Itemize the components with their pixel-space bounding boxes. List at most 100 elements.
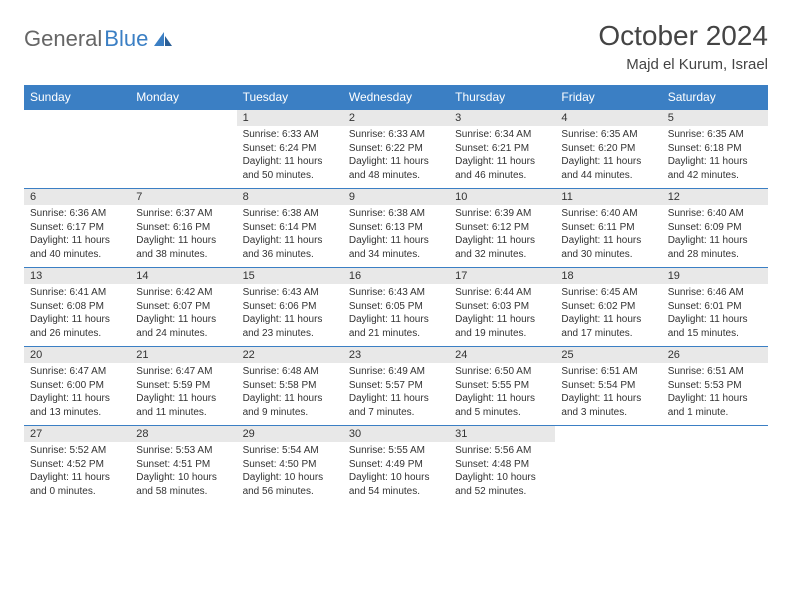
day-detail-cell: Sunrise: 6:39 AMSunset: 6:12 PMDaylight:… (449, 205, 555, 268)
sunrise-text: Sunrise: 6:41 AM (30, 286, 124, 300)
day-detail-row: Sunrise: 6:47 AM Sunset: 6:00 PM Daylight:… (24, 363, 768, 426)
weekday-header: Wednesday (343, 85, 449, 110)
day-number-cell: 21 (130, 347, 236, 364)
day-detail-cell: Sunrise: 6:42 AMSunset: 6:07 PMDaylight:… (130, 284, 236, 347)
sunset-text: Sunset: 6:21 PM (455, 142, 549, 156)
sunset-text: Sunset: 4:48 PM (455, 458, 549, 472)
brand-part1: General (24, 26, 102, 52)
sunrise-text: Sunrise: 5:53 AM (136, 444, 230, 458)
daylight-text: Daylight: 11 hours and 32 minutes. (455, 234, 549, 261)
daylight-text: Daylight: 11 hours and 38 minutes. (136, 234, 230, 261)
day-number-cell (24, 110, 130, 127)
brand-part2: Blue (104, 26, 148, 52)
sunrise-text: Sunrise: 6:50 AM (455, 365, 549, 379)
sunset-text: Sunset: 6:13 PM (349, 221, 443, 235)
daylight-text: Daylight: 11 hours and 9 minutes. (243, 392, 337, 419)
sunrise-text: Sunrise: 6:39 AM (455, 207, 549, 221)
day-detail-cell: Sunrise: 6:34 AMSunset: 6:21 PMDaylight:… (449, 126, 555, 189)
day-detail-row: Sunrise: 6:36 AMSunset: 6:17 PMDaylight:… (24, 205, 768, 268)
sunrise-text: Sunrise: 6:43 AM (243, 286, 337, 300)
sunrise-text: Sunrise: 6:38 AM (243, 207, 337, 221)
sunset-text: Sunset: 6:18 PM (668, 142, 762, 156)
daylight-text: Daylight: 11 hours and 7 minutes. (349, 392, 443, 419)
sunrise-text: Sunrise: 5:55 AM (349, 444, 443, 458)
sunset-text: Sunset: 6:02 PM (561, 300, 655, 314)
sunrise-text: Sunrise: 6:40 AM (561, 207, 655, 221)
day-detail-cell: Sunrise: 6:43 AMSunset: 6:05 PMDaylight:… (343, 284, 449, 347)
location-label: Majd el Kurum, Israel (598, 56, 768, 73)
day-detail-cell: Sunrise: 6:38 AMSunset: 6:14 PMDaylight:… (237, 205, 343, 268)
day-number-cell: 3 (449, 110, 555, 127)
day-number-row: 20212223242526 (24, 347, 768, 364)
day-detail-cell: Sunrise: 6:38 AMSunset: 6:13 PMDaylight:… (343, 205, 449, 268)
sunrise-text: Sunrise: 6:48 AM (243, 365, 337, 379)
day-number-cell: 30 (343, 426, 449, 443)
day-number-cell: 20 (24, 347, 130, 364)
weekday-header-row: SundayMondayTuesdayWednesdayThursdayFrid… (24, 85, 768, 110)
day-number-cell: 28 (130, 426, 236, 443)
sunrise-text: Sunrise: 5:52 AM (30, 444, 124, 458)
day-number-cell: 2 (343, 110, 449, 127)
day-number-cell: 31 (449, 426, 555, 443)
day-detail-cell: Sunrise: 5:55 AMSunset: 4:49 PMDaylight:… (343, 442, 449, 504)
sunrise-text: Sunrise: 6:35 AM (668, 128, 762, 142)
daylight-text: Daylight: 11 hours and 46 minutes. (455, 155, 549, 182)
daylight-text: Daylight: 11 hours and 24 minutes. (136, 313, 230, 340)
sunset-text: Sunset: 4:50 PM (243, 458, 337, 472)
sunset-text: Sunset: 5:54 PM (561, 379, 655, 393)
day-number-cell: 7 (130, 189, 236, 206)
day-number-cell: 10 (449, 189, 555, 206)
sunrise-text: Sunrise: 5:54 AM (243, 444, 337, 458)
sunrise-text: Sunrise: 6:34 AM (455, 128, 549, 142)
day-detail-cell: Sunrise: 6:35 AMSunset: 6:20 PMDaylight:… (555, 126, 661, 189)
day-number-cell: 24 (449, 347, 555, 364)
day-number-cell: 8 (237, 189, 343, 206)
day-detail-cell: Sunrise: 6:47 AMSunset: 5:59 PMDaylight:… (130, 363, 236, 426)
sunset-text: Sunset: 6:00 PM (30, 379, 124, 393)
day-detail-cell: Sunrise: 6:40 AMSunset: 6:11 PMDaylight:… (555, 205, 661, 268)
day-number-cell: 16 (343, 268, 449, 285)
sunset-text: Sunset: 5:59 PM (136, 379, 230, 393)
daylight-text: Daylight: 10 hours and 52 minutes. (455, 471, 549, 498)
day-detail-cell: Sunrise: 6:36 AMSunset: 6:17 PMDaylight:… (24, 205, 130, 268)
daylight-text: Daylight: 11 hours and 50 minutes. (243, 155, 337, 182)
sunrise-text: Sunrise: 6:47 AM (136, 365, 230, 379)
sunrise-text: Sunrise: 6:33 AM (349, 128, 443, 142)
sunset-text: Sunset: 5:57 PM (349, 379, 443, 393)
day-detail-cell: Sunrise: 5:54 AMSunset: 4:50 PMDaylight:… (237, 442, 343, 504)
sunset-text: Sunset: 6:16 PM (136, 221, 230, 235)
sunrise-text: Sunrise: 6:43 AM (349, 286, 443, 300)
daylight-text: Daylight: 11 hours and 48 minutes. (349, 155, 443, 182)
sail-icon (153, 31, 173, 47)
day-detail-cell (555, 442, 661, 504)
day-detail-cell (24, 126, 130, 189)
calendar-body: 12345Sunrise: 6:33 AMSunset: 6:24 PMDayl… (24, 110, 768, 505)
day-detail-cell: Sunrise: 6:44 AMSunset: 6:03 PMDaylight:… (449, 284, 555, 347)
sunrise-text: Sunrise: 6:33 AM (243, 128, 337, 142)
day-number-cell: 14 (130, 268, 236, 285)
brand-logo: GeneralBlue (24, 20, 173, 52)
sunrise-text: Sunrise: 6:45 AM (561, 286, 655, 300)
day-detail-cell: Sunrise: 6:47 AMSunset: 6:00 PMDaylight:… (24, 363, 130, 426)
daylight-text: Daylight: 11 hours and 1 minute. (668, 392, 762, 419)
day-number-cell (555, 426, 661, 443)
daylight-text: Daylight: 10 hours and 58 minutes. (136, 471, 230, 498)
day-detail-cell: Sunrise: 5:53 AMSunset: 4:51 PMDaylight:… (130, 442, 236, 504)
day-number-cell: 19 (662, 268, 768, 285)
sunset-text: Sunset: 4:52 PM (30, 458, 124, 472)
sunset-text: Sunset: 6:20 PM (561, 142, 655, 156)
daylight-text: Daylight: 11 hours and 15 minutes. (668, 313, 762, 340)
day-number-cell: 29 (237, 426, 343, 443)
daylight-text: Daylight: 11 hours and 44 minutes. (561, 155, 655, 182)
sunrise-text: Sunrise: 6:44 AM (455, 286, 549, 300)
day-number-cell: 15 (237, 268, 343, 285)
daylight-text: Daylight: 11 hours and 26 minutes. (30, 313, 124, 340)
sunset-text: Sunset: 6:22 PM (349, 142, 443, 156)
sunset-text: Sunset: 6:06 PM (243, 300, 337, 314)
day-detail-row: Sunrise: 5:52 AMSunset: 4:52 PM Daylight:… (24, 442, 768, 504)
sunset-text: Sunset: 6:05 PM (349, 300, 443, 314)
calendar-table: SundayMondayTuesdayWednesdayThursdayFrid… (24, 85, 768, 504)
day-number-cell: 9 (343, 189, 449, 206)
sunset-text: Sunset: 6:03 PM (455, 300, 549, 314)
sunset-text: Sunset: 6:01 PM (668, 300, 762, 314)
